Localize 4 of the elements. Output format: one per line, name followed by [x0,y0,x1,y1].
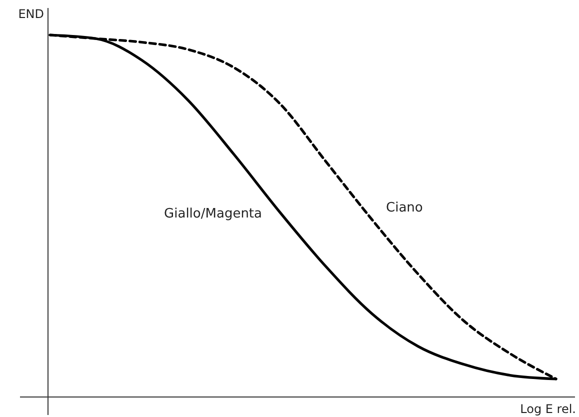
series-label: Ciano [386,200,423,216]
y-axis-title: END [18,7,44,21]
series-label: Giallo/Magenta [164,206,262,222]
x-axis-title: Log E rel. [520,402,576,416]
